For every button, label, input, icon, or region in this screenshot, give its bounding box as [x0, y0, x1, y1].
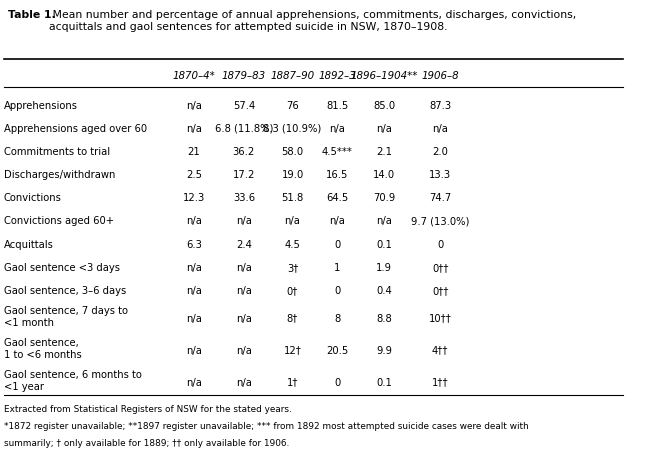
Text: 13.3: 13.3 — [429, 170, 452, 180]
Text: summarily; † only available for 1889; †† only available for 1906.: summarily; † only available for 1889; ††… — [4, 439, 289, 448]
Text: 0†: 0† — [287, 286, 298, 296]
Text: n/a: n/a — [284, 216, 300, 226]
Text: n/a: n/a — [236, 346, 252, 356]
Text: n/a: n/a — [186, 346, 202, 356]
Text: 36.2: 36.2 — [233, 147, 255, 157]
Text: 87.3: 87.3 — [429, 101, 452, 111]
Text: 0††: 0†† — [432, 286, 448, 296]
Text: n/a: n/a — [236, 286, 252, 296]
Text: 0††: 0†† — [432, 263, 448, 273]
Text: Commitments to trial: Commitments to trial — [4, 147, 110, 157]
Text: 4††: 4†† — [432, 346, 448, 356]
Text: 9.7 (13.0%): 9.7 (13.0%) — [411, 216, 470, 226]
Text: 8: 8 — [334, 314, 341, 324]
Text: n/a: n/a — [432, 124, 448, 134]
Text: n/a: n/a — [186, 378, 202, 387]
Text: 2.0: 2.0 — [432, 147, 448, 157]
Text: 3†: 3† — [287, 263, 298, 273]
Text: n/a: n/a — [186, 263, 202, 273]
Text: 1892–3: 1892–3 — [319, 72, 356, 81]
Text: 2.5: 2.5 — [186, 170, 202, 180]
Text: 14.0: 14.0 — [373, 170, 395, 180]
Text: n/a: n/a — [186, 314, 202, 324]
Text: 1.9: 1.9 — [376, 263, 392, 273]
Text: Gaol sentence, 6 months to: Gaol sentence, 6 months to — [4, 370, 142, 380]
Text: 12†: 12† — [284, 346, 302, 356]
Text: 33.6: 33.6 — [233, 194, 255, 203]
Text: 8†: 8† — [287, 314, 298, 324]
Text: n/a: n/a — [186, 216, 202, 226]
Text: 85.0: 85.0 — [373, 101, 395, 111]
Text: n/a: n/a — [329, 216, 345, 226]
Text: Convictions aged 60+: Convictions aged 60+ — [4, 216, 114, 226]
Text: 70.9: 70.9 — [373, 194, 395, 203]
Text: Apprehensions: Apprehensions — [4, 101, 78, 111]
Text: *1872 register unavailable; **1897 register unavailable; *** from 1892 most atte: *1872 register unavailable; **1897 regis… — [4, 422, 529, 431]
Text: 76: 76 — [286, 101, 299, 111]
Text: 2.1: 2.1 — [376, 147, 392, 157]
Text: 0: 0 — [334, 286, 341, 296]
Text: 1††: 1†† — [432, 378, 449, 387]
Text: Gaol sentence,: Gaol sentence, — [4, 338, 79, 348]
Text: 0.4: 0.4 — [376, 286, 392, 296]
Text: 58.0: 58.0 — [282, 147, 304, 157]
Text: 0: 0 — [437, 240, 444, 250]
Text: 20.5: 20.5 — [327, 346, 349, 356]
Text: 64.5: 64.5 — [327, 194, 349, 203]
Text: n/a: n/a — [236, 378, 252, 387]
Text: 8.3 (10.9%): 8.3 (10.9%) — [263, 124, 322, 134]
Text: n/a: n/a — [236, 314, 252, 324]
Text: 57.4: 57.4 — [233, 101, 255, 111]
Text: n/a: n/a — [186, 124, 202, 134]
Text: 81.5: 81.5 — [327, 101, 349, 111]
Text: n/a: n/a — [376, 124, 392, 134]
Text: 10††: 10†† — [429, 314, 452, 324]
Text: 4.5: 4.5 — [284, 240, 300, 250]
Text: 51.8: 51.8 — [282, 194, 304, 203]
Text: 6.8 (11.8%): 6.8 (11.8%) — [214, 124, 273, 134]
Text: 0.1: 0.1 — [376, 240, 392, 250]
Text: Gaol sentence, 7 days to: Gaol sentence, 7 days to — [4, 306, 128, 316]
Text: 1906–8: 1906–8 — [421, 72, 459, 81]
Text: 0: 0 — [334, 378, 341, 387]
Text: 1870–4*: 1870–4* — [173, 72, 215, 81]
Text: Extracted from Statistical Registers of NSW for the stated years.: Extracted from Statistical Registers of … — [4, 405, 292, 414]
Text: 1896–1904**: 1896–1904** — [351, 72, 418, 81]
Text: 0: 0 — [334, 240, 341, 250]
Text: n/a: n/a — [186, 101, 202, 111]
Text: n/a: n/a — [236, 216, 252, 226]
Text: Discharges/withdrawn: Discharges/withdrawn — [4, 170, 115, 180]
Text: n/a: n/a — [376, 216, 392, 226]
Text: n/a: n/a — [236, 263, 252, 273]
Text: <1 year: <1 year — [4, 382, 44, 392]
Text: Convictions: Convictions — [4, 194, 62, 203]
Text: 1 to <6 months: 1 to <6 months — [4, 350, 81, 360]
Text: 9.9: 9.9 — [376, 346, 392, 356]
Text: Apprehensions aged over 60: Apprehensions aged over 60 — [4, 124, 147, 134]
Text: Gaol sentence, 3–6 days: Gaol sentence, 3–6 days — [4, 286, 126, 296]
Text: 8.8: 8.8 — [376, 314, 392, 324]
Text: 21: 21 — [187, 147, 200, 157]
Text: 1879–83: 1879–83 — [222, 72, 266, 81]
Text: 1: 1 — [334, 263, 341, 273]
Text: 12.3: 12.3 — [183, 194, 205, 203]
Text: 2.4: 2.4 — [236, 240, 252, 250]
Text: Gaol sentence <3 days: Gaol sentence <3 days — [4, 263, 120, 273]
Text: Mean number and percentage of annual apprehensions, commitments, discharges, con: Mean number and percentage of annual app… — [49, 10, 577, 32]
Text: 1†: 1† — [287, 378, 298, 387]
Text: 74.7: 74.7 — [429, 194, 452, 203]
Text: 6.3: 6.3 — [186, 240, 202, 250]
Text: <1 month: <1 month — [4, 318, 54, 328]
Text: 1887–90: 1887–90 — [270, 72, 314, 81]
Text: 19.0: 19.0 — [282, 170, 304, 180]
Text: Acquittals: Acquittals — [4, 240, 54, 250]
Text: 4.5***: 4.5*** — [322, 147, 353, 157]
Text: n/a: n/a — [186, 286, 202, 296]
Text: Table 1.: Table 1. — [8, 10, 56, 21]
Text: 17.2: 17.2 — [233, 170, 255, 180]
Text: n/a: n/a — [329, 124, 345, 134]
Text: 16.5: 16.5 — [326, 170, 349, 180]
Text: 0.1: 0.1 — [376, 378, 392, 387]
